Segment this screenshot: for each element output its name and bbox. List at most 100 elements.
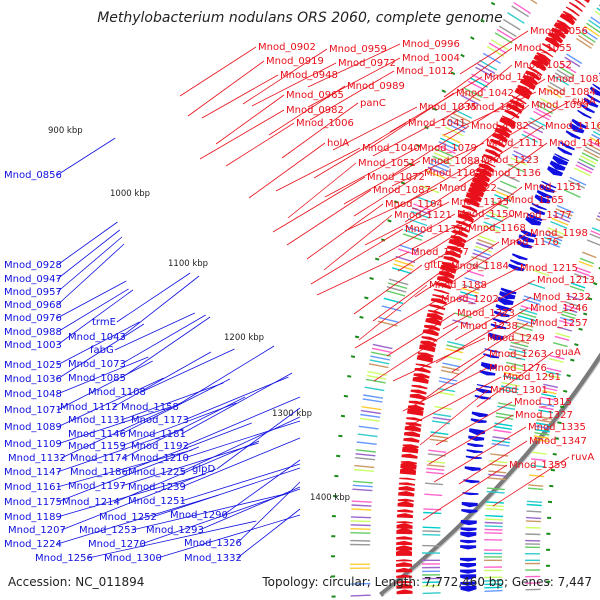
cog-band-mark — [351, 508, 372, 511]
cog-band-mark — [484, 589, 503, 592]
cog-band-mark — [471, 256, 489, 264]
cog-band-mark — [550, 220, 568, 229]
cog-band-mark — [422, 526, 441, 529]
reverse-gene-label: Mnod_1256 — [35, 553, 93, 564]
forward-cds — [436, 276, 454, 285]
gc-mark — [554, 437, 560, 440]
forward-label-connector — [201, 74, 279, 119]
reverse-cds — [577, 109, 592, 119]
reverse-gene-label: Mnod_1270 — [88, 539, 146, 550]
reverse-gene-label: Mnod_0947 — [4, 274, 62, 285]
gc-mark — [557, 421, 562, 424]
forward-cds — [396, 521, 413, 524]
forward-label-connector — [476, 351, 554, 408]
forward-gene-label: Mnod_1238 — [460, 321, 518, 332]
forward-cds — [541, 43, 557, 53]
cog-band-mark — [569, 176, 587, 186]
reverse-label-connector — [121, 275, 200, 338]
cog-band-mark — [578, 158, 596, 168]
cog-band-mark — [528, 120, 545, 131]
cog-band-mark — [525, 533, 541, 536]
cog-band-mark — [489, 463, 508, 467]
reverse-gene-label: Mnod_1112 — [60, 402, 118, 413]
gc-mark — [566, 374, 571, 378]
genome-summary: Topology: circular; Length: 7,772,460 bp… — [262, 575, 592, 589]
forward-cds — [398, 482, 415, 486]
forward-cds — [396, 574, 413, 578]
forward-cds — [396, 527, 413, 535]
forward-cds — [399, 477, 416, 481]
cog-band-mark — [491, 200, 509, 209]
cog-band-mark — [394, 259, 414, 267]
reverse-label-connector — [123, 396, 246, 459]
forward-gene-label: Mnod_1051 — [358, 158, 416, 169]
cog-band-mark — [503, 371, 522, 377]
cog-band-mark — [490, 453, 509, 457]
cog-band-mark — [582, 28, 598, 40]
cog-band-mark — [353, 468, 374, 472]
cog-band-mark — [560, 313, 576, 320]
cog-band-mark — [392, 267, 412, 275]
reverse-cds — [471, 411, 488, 417]
reverse-gene-label: Mnod_1147 — [4, 467, 62, 478]
cog-band-mark — [460, 94, 479, 105]
cog-band-mark — [507, 12, 525, 24]
cog-band-mark — [429, 438, 448, 443]
cog-band-mark — [491, 443, 510, 447]
gc-mark — [441, 89, 447, 93]
reverse-label-connector — [57, 377, 164, 428]
reverse-label-connector — [181, 437, 301, 488]
gc-mark — [563, 389, 568, 393]
forward-cds — [504, 109, 520, 119]
forward-label-connector — [443, 91, 537, 136]
cog-band-mark — [497, 405, 516, 410]
cog-band-mark — [534, 428, 550, 433]
gc-mark — [480, 18, 485, 23]
reverse-label-connector — [174, 345, 275, 408]
cog-band-mark — [475, 66, 494, 78]
reverse-gene-label: Mnod_1181 — [128, 429, 186, 440]
cog-band-mark — [559, 319, 574, 326]
reverse-label-connector — [57, 449, 193, 488]
cog-band-mark — [477, 238, 495, 246]
cog-band-mark — [529, 474, 545, 478]
forward-gene-label: Mnod_1168 — [468, 223, 526, 234]
cog-band-mark — [361, 406, 382, 411]
cog-band-mark — [436, 144, 456, 155]
cog-band-mark — [484, 518, 503, 521]
forward-cds — [574, 0, 586, 8]
forward-cds — [413, 373, 430, 379]
forward-gene-label: Mnod_1202 — [441, 294, 499, 305]
forward-label-connector — [275, 147, 361, 192]
reverse-cds — [474, 394, 491, 400]
forward-cds — [547, 32, 564, 44]
reverse-gene-label: Mnod_1085 — [68, 373, 126, 384]
cog-band-mark — [447, 340, 465, 347]
cog-band-mark — [538, 406, 554, 411]
forward-cds — [396, 580, 413, 584]
cog-band-mark — [484, 579, 503, 582]
gc-mark — [574, 343, 579, 347]
cog-band-mark — [464, 87, 483, 99]
cog-band-mark — [511, 338, 530, 345]
cog-band-mark — [535, 422, 552, 427]
cog-band-mark — [546, 367, 562, 373]
reverse-cds — [460, 539, 477, 544]
cog-band-mark — [350, 524, 371, 527]
forward-cds — [482, 154, 499, 163]
reverse-cds — [479, 370, 496, 376]
reverse-label-connector — [57, 289, 134, 346]
reverse-cds — [460, 531, 477, 538]
cog-band-mark — [521, 133, 539, 143]
reverse-gene-label: Mnod_1132 — [8, 453, 66, 464]
reverse-gene-label: Mnod_1253 — [79, 525, 137, 536]
forward-gene-label: Mnod_1327 — [515, 410, 573, 421]
cog-band-mark — [478, 235, 496, 243]
cog-band-mark — [564, 301, 580, 307]
forward-gene-label: Mnod_1041 — [408, 118, 466, 129]
forward-gene-label: Mnod_1055 — [514, 43, 572, 54]
forward-label-connector — [372, 106, 466, 157]
forward-cds — [485, 148, 501, 158]
forward-cds — [445, 250, 462, 259]
